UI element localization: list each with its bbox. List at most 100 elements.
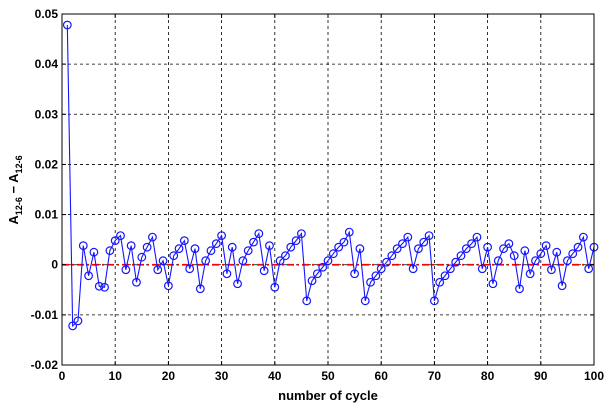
data-point (467, 239, 477, 249)
data-point (137, 252, 147, 262)
data-point (531, 256, 540, 266)
data-point (190, 244, 200, 254)
data-point (414, 244, 423, 254)
data-point (318, 262, 328, 272)
data-point (488, 279, 498, 289)
data-point (153, 265, 163, 275)
data-point (132, 277, 141, 287)
data-point (211, 239, 221, 249)
data-point (350, 269, 360, 279)
y-label-term1: A (6, 215, 21, 225)
data-point (89, 247, 99, 257)
data-point (84, 271, 93, 281)
data-series (62, 20, 599, 331)
data-point (233, 279, 242, 289)
data-point (584, 264, 594, 274)
data-point (94, 281, 104, 291)
data-point (222, 269, 232, 279)
data-point (403, 232, 413, 242)
data-point (217, 231, 227, 241)
data-point (265, 241, 274, 251)
y-tick-label: -0.02 (31, 358, 59, 372)
data-point (477, 264, 487, 274)
data-point (169, 251, 179, 261)
data-point (461, 244, 471, 254)
x-axis-label: number of cycle (278, 388, 378, 403)
data-point (445, 264, 455, 274)
y-label-term1-sub: 12-6 (14, 197, 24, 215)
data-point (435, 277, 445, 287)
data-point (291, 236, 301, 246)
x-tick-label: 80 (481, 369, 495, 383)
data-point (547, 265, 556, 275)
data-point (270, 282, 280, 292)
data-point (163, 281, 173, 291)
data-point (515, 284, 524, 294)
data-point (339, 237, 349, 247)
data-point (174, 244, 184, 254)
data-point (297, 229, 306, 239)
x-tick-label: 10 (109, 369, 123, 383)
data-point (121, 265, 131, 275)
data-point (355, 244, 365, 254)
data-point (344, 227, 354, 237)
data-point (249, 237, 258, 247)
data-point (578, 232, 588, 242)
x-tick-label: 40 (268, 369, 282, 383)
data-point (286, 242, 296, 252)
data-point (552, 247, 562, 257)
data-point (100, 282, 109, 292)
data-point (419, 237, 429, 247)
data-point (440, 271, 450, 281)
y-tick-label: 0.03 (35, 107, 59, 121)
data-point (398, 239, 407, 249)
data-point (451, 257, 461, 267)
data-point (366, 277, 375, 287)
data-point (281, 251, 290, 261)
y-label-term2: A (6, 173, 21, 183)
data-point (499, 244, 508, 254)
data-point (142, 242, 152, 252)
data-point (504, 239, 514, 249)
data-point (392, 244, 402, 254)
data-point (376, 264, 386, 274)
data-point (563, 256, 572, 266)
x-tick-label: 90 (534, 369, 548, 383)
data-point (382, 257, 391, 267)
data-point (430, 296, 439, 306)
data-point (158, 256, 168, 266)
svg-text:A12-6 − A12-6: A12-6 − A12-6 (6, 155, 24, 224)
data-point (493, 256, 503, 266)
data-point (201, 256, 211, 266)
data-point (509, 251, 519, 261)
data-point (387, 251, 397, 261)
y-axis-label: A12-6 − A12-6 (6, 155, 24, 224)
data-point (185, 264, 195, 274)
data-point (302, 296, 312, 306)
data-point (179, 236, 189, 246)
y-tick-label: 0.01 (35, 208, 59, 222)
axis-ticks (61, 13, 595, 366)
data-point (408, 264, 418, 274)
data-point (105, 246, 115, 256)
x-tick-label: 20 (162, 369, 176, 383)
data-point (557, 281, 567, 291)
data-point (275, 256, 285, 266)
data-point (206, 246, 216, 256)
x-tick-label: 0 (59, 369, 66, 383)
data-point (312, 269, 322, 279)
data-point (536, 249, 546, 259)
data-point (573, 242, 583, 252)
y-tick-label: 0 (51, 258, 58, 272)
data-point (334, 242, 344, 252)
data-point (541, 241, 551, 251)
x-tick-label: 50 (321, 369, 335, 383)
data-point (73, 316, 83, 326)
data-point (328, 249, 338, 259)
data-point (483, 242, 493, 252)
data-point (195, 284, 205, 294)
data-point (68, 321, 78, 331)
y-label-term2-sub: 12-6 (14, 155, 24, 173)
data-point (227, 242, 237, 252)
